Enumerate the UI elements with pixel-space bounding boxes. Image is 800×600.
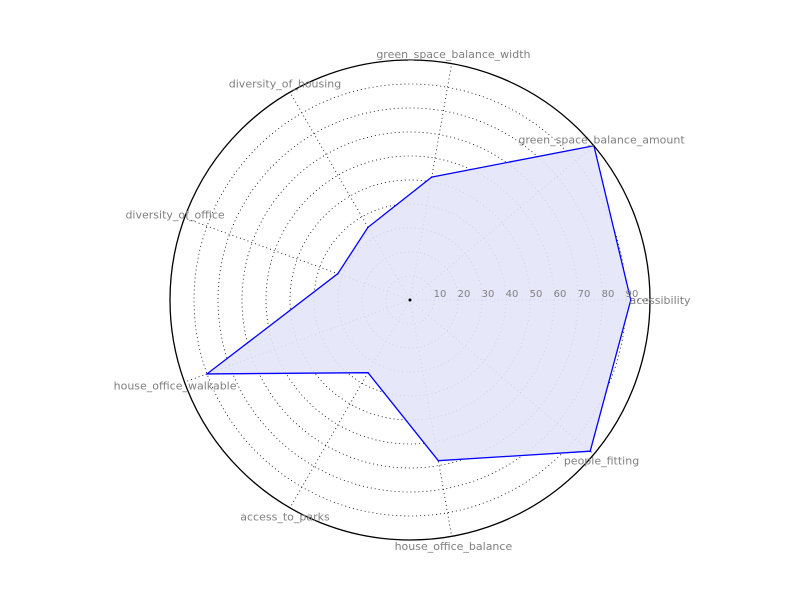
radial-tick-label: 70	[578, 289, 591, 300]
radial-tick-label: 20	[458, 289, 471, 300]
radial-tick-label: 10	[434, 289, 447, 300]
data-point	[430, 176, 433, 178]
center-point	[408, 298, 412, 302]
axis-label: people_fitting	[564, 455, 639, 468]
axis-label: acessibility	[629, 294, 691, 307]
axis-label: house_office_balance	[395, 540, 513, 553]
series-area	[205, 144, 632, 462]
data-point	[437, 459, 440, 462]
radial-tick-label: 60	[554, 289, 567, 300]
data-point	[206, 373, 208, 375]
data-point	[337, 272, 339, 275]
axis-label: diversity_of_office	[125, 208, 224, 221]
radial-tick-label: 40	[506, 289, 519, 300]
series-layer	[205, 144, 632, 462]
data-point	[589, 450, 591, 452]
radial-tick-label: 30	[482, 289, 495, 300]
axis-label: green_space_balance_amount	[518, 133, 685, 146]
data-point	[367, 371, 369, 374]
radial-tick-label: 50	[530, 289, 543, 300]
axis-label: house_office_walkable	[114, 380, 237, 393]
radial-tick-labels: 10 20 30 40 50 60 70 80 90	[434, 289, 639, 300]
outer-frame	[169, 59, 651, 541]
radial-tick-label: 80	[602, 289, 615, 300]
axis-labels: acessibility green_space_balance_amount gr…	[114, 48, 691, 553]
radial-tick-label: 90	[626, 289, 639, 300]
data-point	[367, 226, 369, 229]
data-point	[630, 299, 632, 301]
axis-label: access_to_parks	[240, 511, 330, 524]
axis-label: diversity_of_housing	[229, 77, 341, 90]
axis-label: green_space_balance_width	[376, 48, 530, 61]
